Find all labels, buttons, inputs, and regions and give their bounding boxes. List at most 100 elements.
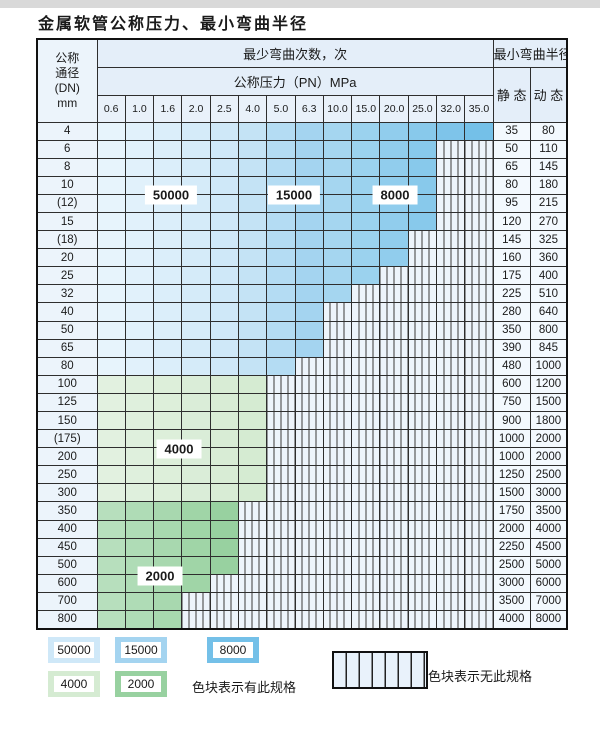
nospec-cell	[407, 501, 438, 521]
dynamic-radius-cell: 270	[529, 211, 568, 232]
nospec-cell	[351, 610, 381, 630]
dn-cell: 350	[36, 501, 98, 521]
dynamic-radius-cell: 180	[529, 175, 568, 195]
spec-cell	[124, 211, 155, 232]
spec-cell	[294, 230, 324, 250]
spec-cell	[153, 392, 183, 413]
dn-cell: (12)	[36, 193, 98, 213]
spec-cell	[464, 121, 494, 141]
nospec-cell	[464, 139, 494, 159]
nospec-cell	[351, 429, 381, 449]
spec-cell	[181, 230, 211, 250]
nospec-cell	[266, 537, 296, 557]
spec-cell	[209, 392, 239, 413]
cycle-count-label: 2000	[137, 566, 183, 585]
nospec-cell	[322, 501, 353, 521]
spec-cell	[96, 193, 126, 213]
nospec-cell	[322, 465, 353, 485]
static-radius-cell: 1250	[492, 465, 531, 485]
spec-cell	[124, 447, 155, 467]
nospec-cell	[379, 537, 409, 557]
dn-cell: 6	[36, 139, 98, 159]
spec-cell	[266, 338, 296, 358]
nospec-cell	[351, 465, 381, 485]
dn-cell: 80	[36, 356, 98, 376]
dn-header-line: (DN)	[54, 80, 80, 95]
nospec-cell	[322, 591, 353, 612]
spec-cell	[96, 302, 126, 322]
nospec-cell	[351, 483, 381, 503]
nospec-cell	[351, 555, 381, 575]
nospec-cell	[322, 320, 353, 340]
nospec-cell	[237, 591, 268, 612]
table-row: 100 600 1200	[36, 374, 568, 394]
spec-cell	[237, 121, 268, 141]
nospec-cell	[351, 537, 381, 557]
cycle-count-label: 8000	[372, 185, 418, 205]
spec-cell	[96, 501, 126, 521]
dynamic-radius-cell: 2000	[529, 429, 568, 449]
table-row: 50 350 800	[36, 320, 568, 340]
nospec-cell	[351, 447, 381, 467]
spec-cell	[266, 230, 296, 250]
dn-cell: 50	[36, 320, 98, 340]
spec-cell	[266, 139, 296, 159]
spec-cell	[124, 266, 155, 286]
nospec-cell	[436, 284, 466, 304]
dn-header-line: mm	[57, 95, 78, 110]
spec-cell	[96, 591, 126, 612]
static-radius-cell: 145	[492, 230, 531, 250]
spec-cell	[237, 302, 268, 322]
dn-cell: 20	[36, 248, 98, 268]
table-row: (175) 1000 2000	[36, 429, 568, 449]
spec-cell	[266, 248, 296, 268]
legend-swatch-label: 15000	[121, 642, 161, 658]
spec-cell	[209, 266, 239, 286]
spec-cell	[153, 483, 183, 503]
nospec-cell	[322, 392, 353, 413]
dynamic-radius-cell: 1800	[529, 410, 568, 431]
spec-cell	[237, 429, 268, 449]
nospec-cell	[464, 410, 494, 431]
nospec-cell	[464, 230, 494, 250]
spec-cell	[237, 374, 268, 394]
dn-header-line: 公称	[55, 50, 80, 65]
spec-cell	[124, 501, 155, 521]
spec-cell	[181, 266, 211, 286]
nospec-cell	[464, 519, 494, 539]
static-radius-cell: 1000	[492, 447, 531, 467]
spec-cell	[153, 356, 183, 376]
nospec-cell	[436, 193, 466, 213]
nospec-cell	[294, 537, 324, 557]
nospec-cell	[351, 519, 381, 539]
dynamic-radius-cell: 1500	[529, 392, 568, 413]
spec-cell	[96, 447, 126, 467]
nospec-cell	[407, 302, 438, 322]
nospec-cell	[351, 573, 381, 593]
nospec-cell	[407, 447, 438, 467]
nospec-cell	[322, 447, 353, 467]
spec-cell	[407, 121, 438, 141]
nospec-cell	[464, 320, 494, 340]
nospec-cell	[407, 537, 438, 557]
nospec-cell	[379, 374, 409, 394]
pressure-col-header: 5.0	[266, 94, 296, 123]
spec-cell	[266, 157, 296, 177]
nospec-cell	[464, 374, 494, 394]
spec-cell	[294, 121, 324, 141]
nospec-cell	[237, 501, 268, 521]
spec-cell	[436, 121, 466, 141]
nospec-cell	[294, 356, 324, 376]
nospec-cell	[436, 175, 466, 195]
cycle-count-label: 50000	[144, 185, 198, 205]
nospec-cell	[294, 429, 324, 449]
nospec-cell	[464, 610, 494, 630]
spec-cell	[237, 193, 268, 213]
nospec-cell	[436, 591, 466, 612]
static-radius-cell: 2000	[492, 519, 531, 539]
nospec-cell	[266, 392, 296, 413]
legend-swatch-50000: 50000	[48, 637, 100, 663]
dynamic-radius-header: 动 态	[529, 66, 568, 123]
nospec-cell	[379, 483, 409, 503]
spec-cell	[181, 501, 211, 521]
